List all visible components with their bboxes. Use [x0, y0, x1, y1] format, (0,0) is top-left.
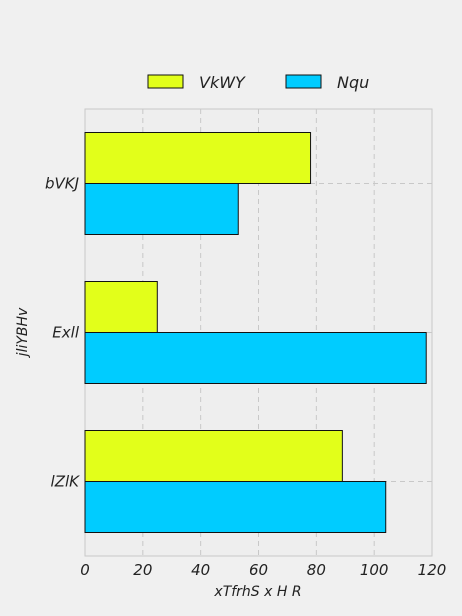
x-tick-label: 20 — [133, 561, 152, 579]
bar-VkWY-bVKJ — [84, 132, 312, 184]
legend: VkWY Nqu — [147, 73, 369, 92]
y-tick-label: bVKJ — [45, 175, 79, 193]
bar-VkWY-Exll — [84, 281, 158, 333]
x-tick-label: 120 — [418, 561, 447, 579]
x-tick-label: 0 — [80, 561, 90, 579]
bar-Nqu-bVKJ — [84, 183, 239, 235]
x-tick-label: 60 — [249, 561, 268, 579]
x-tick-label: 100 — [360, 561, 389, 579]
bar-VkWY-lZlK — [84, 430, 343, 482]
bar-Nqu-Exll — [84, 332, 427, 384]
legend-label-series-1: VkWY — [199, 73, 246, 92]
legend-label-series-2: Nqu — [337, 73, 369, 92]
y-tick-label: lZlK — [51, 473, 81, 491]
legend-swatch-series-2 — [285, 74, 322, 89]
bar-Nqu-lZlK — [84, 481, 387, 533]
y-tick-labels: bVKJ Exll lZlK — [45, 175, 80, 491]
x-tick-labels: 0 20 40 60 80 100 120 — [80, 561, 446, 579]
bars — [84, 132, 427, 533]
x-axis-label: xTfrhS x H R — [213, 584, 301, 600]
legend-swatch-series-1 — [147, 74, 184, 89]
y-tick-label: Exll — [52, 324, 80, 342]
x-tick-label: 80 — [307, 561, 326, 579]
x-tick-label: 40 — [191, 561, 210, 579]
y-axis-label: jliYBHv — [15, 307, 31, 358]
